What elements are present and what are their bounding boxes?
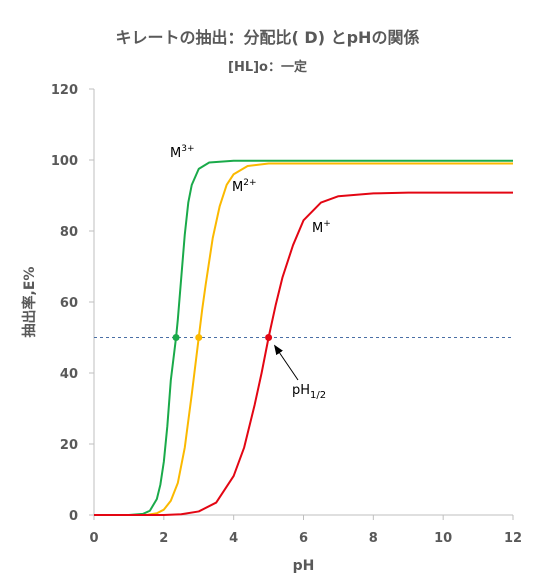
series-line — [94, 191, 513, 516]
series-line — [94, 159, 513, 516]
x-tick-label: 2 — [159, 531, 168, 546]
y-tick-label: 120 — [51, 83, 78, 98]
x-tick-label: 4 — [229, 531, 238, 546]
series-label: M+ — [312, 219, 331, 236]
x-axis-label: pH — [293, 558, 315, 574]
y-axis-label: 抽出率,E% — [21, 267, 38, 338]
y-tick-label: 40 — [60, 367, 78, 382]
series-line — [94, 162, 513, 516]
y-tick-label: 60 — [60, 296, 78, 311]
y-tick-label: 100 — [51, 154, 78, 169]
half-point-marker — [172, 334, 180, 341]
annotation-label: pH1/2 — [292, 383, 326, 401]
half-point-marker — [265, 334, 273, 341]
x-tick-label: 8 — [369, 531, 378, 546]
series-label: M2+ — [232, 178, 257, 195]
x-tick-label: 0 — [89, 531, 98, 546]
x-tick-label: 6 — [299, 531, 308, 546]
annotation-arrow — [274, 344, 299, 381]
y-tick-label: 80 — [60, 225, 78, 240]
x-tick-label: 12 — [504, 531, 522, 546]
series-label: M3+ — [170, 144, 195, 161]
chart-title: キレートの抽出：分配比( D) とpHの関係 — [115, 28, 420, 47]
x-tick-label: 10 — [434, 531, 452, 546]
y-tick-label: 0 — [69, 509, 78, 524]
y-tick-label: 20 — [60, 438, 78, 453]
half-point-marker — [195, 334, 203, 341]
chart-subtitle: [HL]o：一定 — [228, 60, 307, 75]
